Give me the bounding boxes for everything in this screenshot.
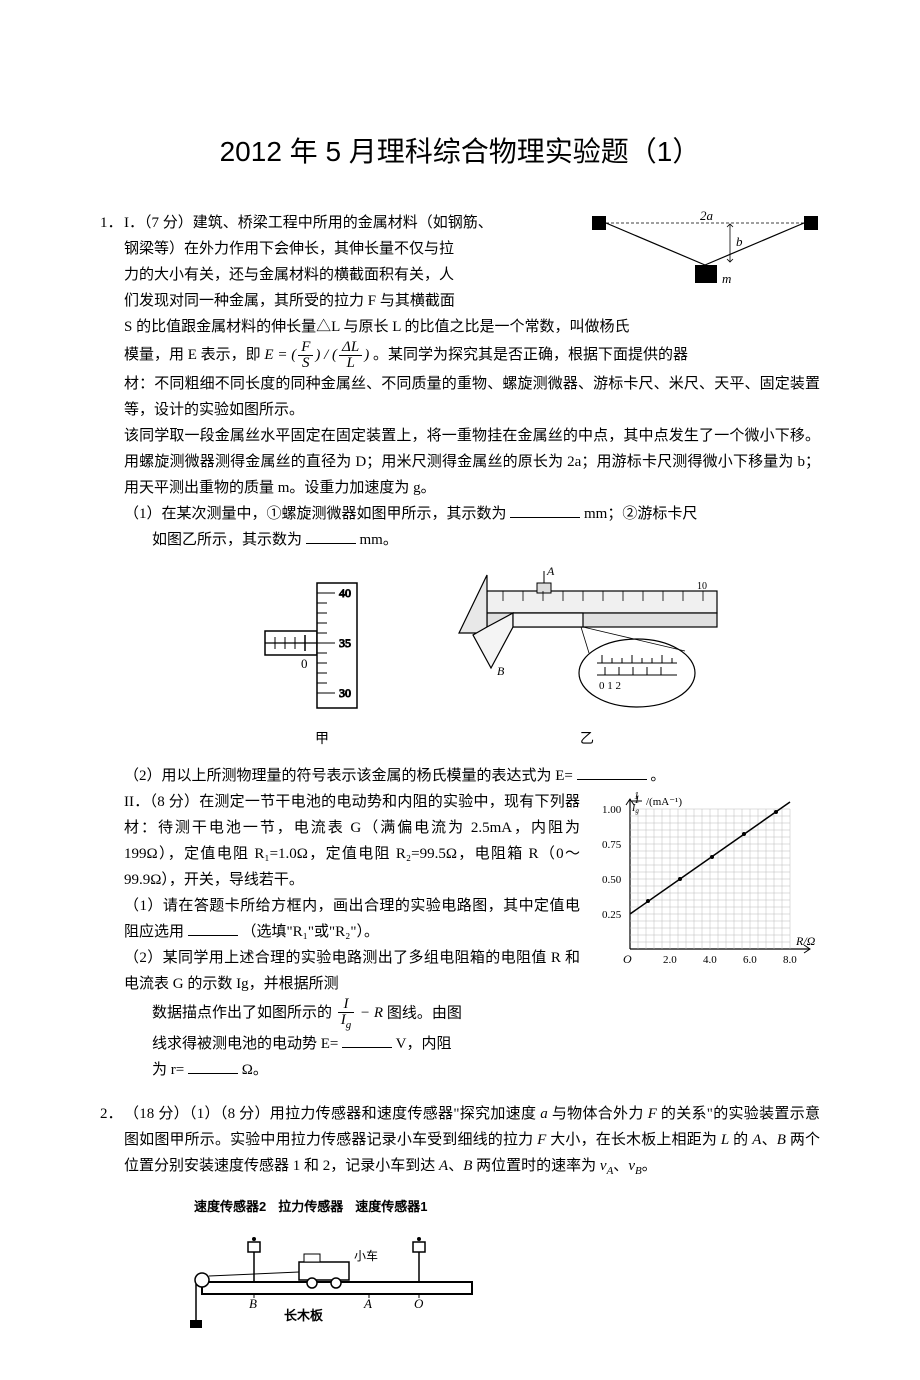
blank-internal-r [188,1059,238,1074]
svg-text:6.0: 6.0 [743,954,757,966]
q1-materials: 材：不同粗细不同长度的同种金属丝、不同质量的重物、螺旋测微器、游标卡尺、米尺、天… [124,376,820,418]
one-over-ig-vs-r-graph: 1.00 0.75 0.50 0.25 2.0 4.0 6.0 8.0 O 1 [590,789,820,979]
blank-micrometer-reading [510,503,580,518]
svg-text:1.00: 1.00 [602,804,622,816]
svg-text:A: A [546,564,555,578]
q1-intro-3: 们发现对同一种金属，其所受的拉力 F 与其横截面 [124,293,455,309]
label-m: m [722,271,731,286]
svg-text:1: 1 [634,791,639,802]
q1-setup: 该同学取一段金属丝水平固定在固定装置上，将一重物挂在金属丝的中点，其中点发生了一… [124,428,820,496]
q2-number: 2． [100,1101,124,1127]
one-over-ig-formula: IIg − R [336,1005,383,1021]
question-2: 2． （18 分）（1）（8 分）用拉力传感器和速度传感器"探究加速度 a 与物… [100,1101,820,1330]
q1-part2-sub2-l2-post: 图线。由图 [387,1005,462,1021]
q1-sub2-pre: （2）用以上所测物理量的符号表示该金属的杨氏模量的表达式为 E= [124,768,573,784]
page-title: 2012 年 5 月理科综合物理实验题（1） [100,130,820,170]
q1-intro-1: 钢梁等）在外力作用下会伸长，其伸长量不仅与拉 [124,241,454,257]
blank-emf [342,1033,392,1048]
q1-intro-0: 建筑、桥梁工程中所用的金属材料（如钢筋、 [193,215,493,231]
blank-vernier-reading [306,529,356,544]
label-force-sensor: 拉力传感器 [278,1194,343,1220]
youngs-modulus-formula: E = (FS) / (ΔLL) [264,347,373,363]
q1-sub1-unit1: mm；②游标卡尺 [584,506,697,522]
question-1: 1． 2a b m I．（7 分）建筑、 [100,210,820,1083]
q1-part2-sub2-l4-post: Ω。 [242,1062,268,1078]
q1-intro-4: S 的比值跟金属材料的伸长量△L 与原长 L 的比值之比是一个常数，叫做杨氏 [124,319,630,335]
svg-text:长木板: 长木板 [284,1308,324,1323]
svg-text:10: 10 [697,581,707,592]
q1-sub1-line2-pre: 如图乙所示，其示数为 [152,532,302,548]
q1-part2-sub1-post: （选填"R₁"或"R₂"）。 [242,924,379,940]
q1-sub2-post: 。 [650,768,665,784]
q1-part2-label: II．（8 分） [124,794,199,810]
fig-caption-jia: 甲 [257,727,387,753]
q1-part2-sub2-l3-pre: 线求得被测电池的电动势 E= [152,1036,338,1052]
svg-text:0.25: 0.25 [602,909,622,921]
vernier-figure: 10 A B [447,563,727,753]
svg-text:R/Ω: R/Ω [795,934,816,948]
svg-text:O: O [623,952,632,966]
q1-part2-sub2-l3-mid: V，内阻 [396,1036,452,1052]
q1-sub1-line2-post: mm。 [360,532,398,548]
q1-part2-sub2-l4-pre: 为 r= [152,1062,184,1078]
svg-text:0.75: 0.75 [602,839,622,851]
svg-text:2.0: 2.0 [663,954,677,966]
svg-text:小车: 小车 [354,1248,378,1263]
q1-part2-sub2-l1: （2）某同学用上述合理的实验电路测出了多组电阻箱的电阻值 R 和电流表 G 的示… [124,950,580,992]
blank-youngs-modulus [577,765,647,780]
q1-number: 1． [100,210,124,236]
fig-caption-yi: 乙 [447,727,727,753]
svg-text:4.0: 4.0 [703,954,717,966]
svg-text:/(mA⁻¹): /(mA⁻¹) [646,796,682,808]
svg-text:8.0: 8.0 [783,954,797,966]
svg-text:B: B [249,1296,257,1311]
q1-part1-label: I．（7 分） [124,215,193,231]
svg-text:30: 30 [339,686,351,700]
micrometer-figure: 0 40 35 30 [257,573,387,753]
svg-text:35: 35 [339,636,351,650]
cart-track-figure: 速度传感器2 拉力传感器 速度传感器1 [184,1194,820,1330]
q1-modulus-post: 。某同学为探究其是否正确，根据下面提供的器 [373,347,688,363]
q2-label: （18 分）（1）（8 分） [124,1106,270,1122]
q1-sub1: （1）在某次测量中，①螺旋测微器如图甲所示，其示数为 [124,506,507,522]
label-sensor2: 速度传感器2 [194,1194,266,1220]
svg-text:A: A [363,1296,372,1311]
svg-text:B: B [497,664,505,678]
q1-intro-2: 力的大小有关，还与金属材料的横截面积有关，人 [124,267,454,283]
label-b: b [736,234,743,249]
q1-modulus-pre: 模量，用 E 表示，即 [124,347,261,363]
blank-resistor-choice [188,921,238,936]
label-2a: 2a [700,210,714,223]
svg-text:0.50: 0.50 [602,874,622,886]
instrument-figures: 0 40 35 30 [164,563,820,753]
svg-text:0: 0 [301,656,308,671]
svg-text:0 1 2: 0 1 2 [599,680,621,692]
label-sensor1: 速度传感器1 [355,1194,427,1220]
wire-weight-diagram: 2a b m [590,210,820,295]
q1-part2-sub2-l2-pre: 数据描点作出了如图所示的 [152,1005,332,1021]
svg-text:O: O [414,1296,424,1311]
svg-text:40: 40 [339,586,351,600]
